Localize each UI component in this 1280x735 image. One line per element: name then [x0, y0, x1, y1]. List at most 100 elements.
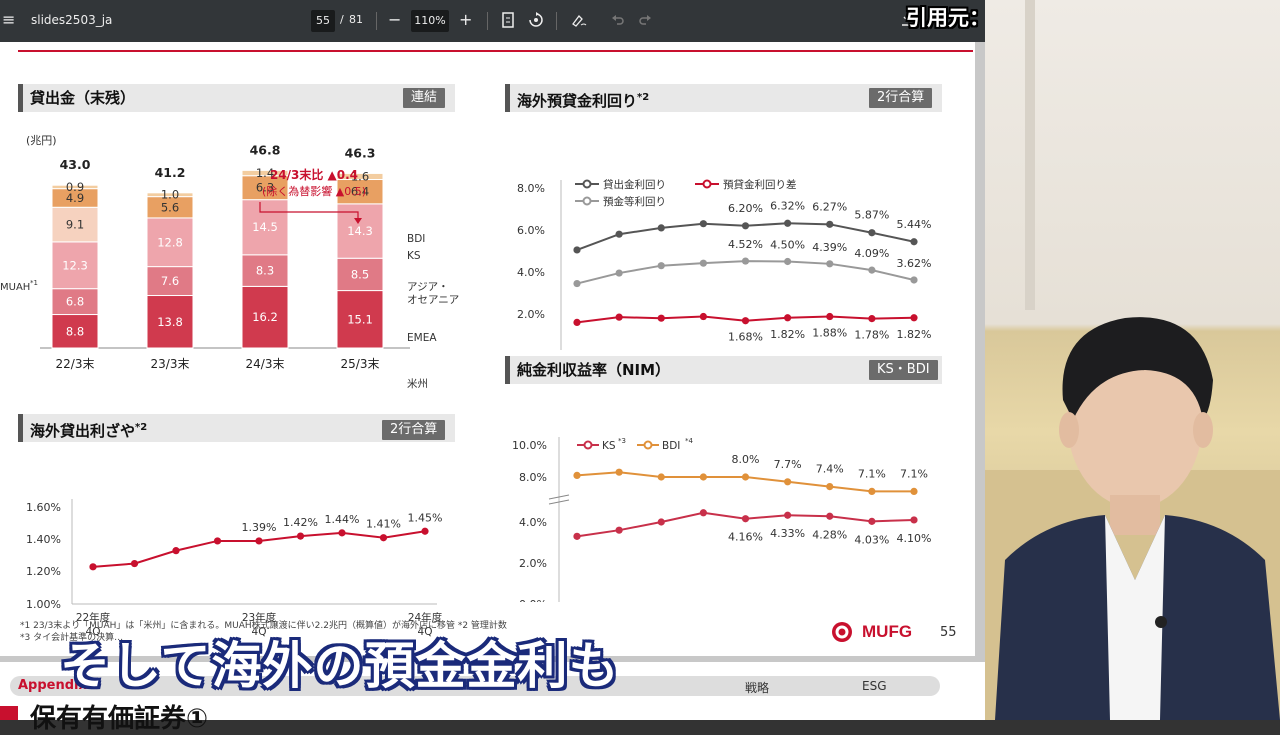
- yield-data-label: 1.78%: [854, 329, 889, 342]
- yield-data-label: 3.62%: [897, 257, 932, 270]
- nim-point: [699, 509, 707, 517]
- yield-data-label: 1.82%: [897, 328, 932, 341]
- yield-point: [910, 314, 918, 322]
- nim-data-label: 7.4%: [816, 463, 844, 476]
- spread-series-line: [92, 530, 426, 568]
- nim-data-label: 4.28%: [812, 528, 847, 541]
- yield-legend-label: 貸出金利回り: [603, 178, 666, 191]
- loans-bar-segment: [241, 254, 289, 287]
- loans-callout-bracket: [259, 202, 359, 220]
- subtitle-caption: そして海外の預金金利も: [60, 637, 620, 695]
- page-number-input[interactable]: 55: [311, 10, 335, 32]
- page-total: 81: [349, 13, 363, 26]
- spread-tag: 2行合算: [382, 420, 446, 440]
- fit-page-icon[interactable]: [502, 12, 514, 31]
- yield-data-label: 4.50%: [770, 239, 805, 252]
- loans-bar-value: 8.5: [351, 267, 369, 281]
- loans-bar-segment: [241, 199, 289, 256]
- nim-data-label: 7.7%: [774, 458, 802, 471]
- nim-data-label: 7.1%: [900, 467, 928, 480]
- loans-category-label: 25/3末: [341, 357, 380, 371]
- next-slide-preview: Appendix 戦略 ESG 保有有価証券①: [0, 662, 985, 734]
- yield-data-label: 4.52%: [728, 238, 763, 251]
- spread-x-label-q: 4Q: [86, 626, 101, 638]
- spread-point: [255, 537, 263, 545]
- yield-data-label: 6.27%: [812, 200, 847, 213]
- undo-icon[interactable]: [611, 12, 625, 29]
- loans-legend-label: オセアニア: [407, 294, 459, 306]
- loans-bar-value: 12.3: [62, 258, 88, 272]
- spread-y-tick: 1.00%: [26, 598, 61, 611]
- next-tab-strategy: 戦略: [745, 681, 770, 695]
- loans-bar-value: 8.8: [66, 324, 84, 338]
- loans-bar-segment: [241, 285, 289, 349]
- nim-point: [741, 473, 750, 481]
- loans-bar-value: 7.6: [161, 274, 179, 288]
- spread-data-label: 1.41%: [366, 518, 401, 531]
- rotate-icon[interactable]: [528, 12, 544, 31]
- yield-data-label: 4.09%: [854, 247, 889, 260]
- nim-legend-sup: *3: [618, 437, 626, 445]
- yield-point: [741, 257, 750, 265]
- yield-data-label: 6.20%: [728, 202, 763, 215]
- footnote-1: *1 23/3末より「MUAH」は「米州」に含まれる。MUAH株式譲渡に伴い2.…: [20, 621, 507, 631]
- nim-tag: KS・BDI: [869, 360, 938, 380]
- menu-icon[interactable]: ≡: [2, 10, 16, 29]
- redo-icon[interactable]: [638, 12, 652, 29]
- spread-x-label: 24年度: [408, 611, 443, 624]
- loans-bar-value: 0.9: [66, 180, 84, 194]
- yield-y-tick: 2.0%: [517, 308, 545, 321]
- loans-total-label: 46.8: [250, 142, 281, 157]
- zoom-in-button[interactable]: +: [459, 10, 473, 29]
- loans-bar-value: 6.8: [66, 295, 84, 309]
- loans-bar-segment: [146, 192, 194, 198]
- nim-point: [573, 532, 581, 540]
- loans-bar-value: 14.3: [347, 224, 373, 238]
- spread-point: [379, 534, 388, 542]
- nim-axis-break: [548, 494, 570, 505]
- yield-point: [910, 276, 918, 284]
- loans-bar-segment: [336, 203, 384, 259]
- loans-bar-segment: [336, 290, 384, 349]
- nim-point: [826, 512, 834, 520]
- yield-point: [910, 238, 918, 246]
- nim-point: [826, 483, 834, 491]
- nim-point: [784, 478, 792, 486]
- mufg-logo-text: MUFG: [862, 622, 913, 641]
- zoom-level[interactable]: 110%: [411, 10, 449, 32]
- draw-icon[interactable]: [571, 12, 587, 31]
- spread-data-label: 1.44%: [325, 513, 360, 526]
- page-separator: /: [340, 13, 344, 26]
- nim-data-label: 4.10%: [897, 532, 932, 545]
- spread-data-label: 1.42%: [283, 516, 318, 529]
- spread-point: [296, 532, 305, 540]
- loans-category-label: 24/3末: [246, 357, 285, 371]
- yield-data-label: 1.82%: [770, 328, 805, 341]
- yield-point: [615, 230, 623, 238]
- nim-point: [657, 518, 665, 526]
- presenter-video: [985, 0, 1280, 720]
- loans-legend-label: BDI: [407, 233, 425, 245]
- yield-point: [826, 220, 834, 228]
- nim-legend-marker: [643, 440, 653, 450]
- yield-point: [657, 262, 665, 270]
- mufg-logo-mark: [832, 622, 852, 642]
- spread-point: [89, 563, 97, 571]
- nim-y-tick: 10.0%: [512, 439, 547, 452]
- loans-bar-value: 12.8: [157, 235, 183, 249]
- nim-point: [699, 473, 707, 481]
- yield-data-label: 5.87%: [854, 209, 889, 222]
- zoom-out-button[interactable]: −: [388, 10, 402, 29]
- spread-line-chart: 1.60% 1.40% 1.20% 1.00% 22年度 4Q 23年度 4Q 24年度 4Q 1.…: [26, 499, 443, 638]
- download-icon[interactable]: [900, 11, 916, 30]
- yield-legend-marker: [582, 179, 592, 189]
- spread-point: [338, 529, 346, 537]
- loans-bar-value: 13.8: [157, 315, 183, 329]
- yield-point: [699, 312, 707, 321]
- yield-point: [868, 315, 876, 323]
- spread-data-label: 1.45%: [408, 511, 443, 524]
- loans-bar-segment: [336, 179, 384, 205]
- nim-legend-label: KS: [602, 440, 616, 452]
- nim-y-tick: 0.0%: [519, 598, 547, 602]
- loans-bar-segment: [336, 257, 384, 292]
